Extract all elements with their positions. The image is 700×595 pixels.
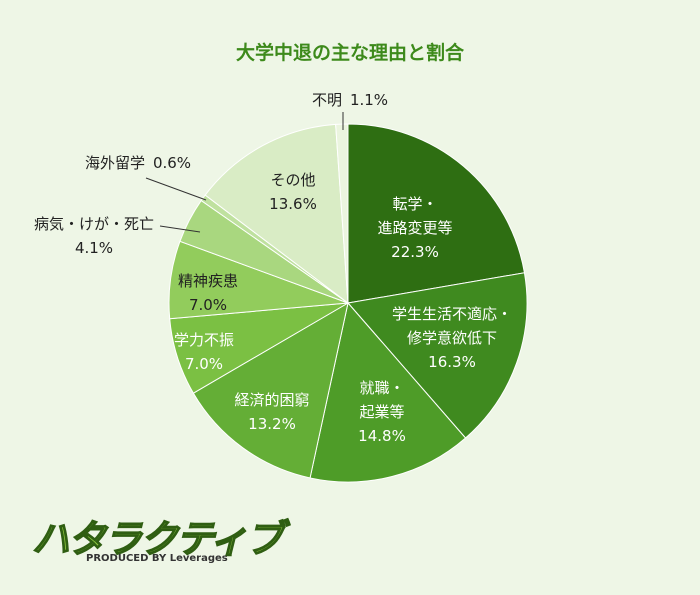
pie-slice	[204, 123, 349, 305]
slice-label: 精神疾患 7.0%	[178, 269, 238, 317]
value-label: 16.3%	[428, 353, 476, 371]
slice-label: 転学・ 進路変更等 22.3%	[377, 192, 452, 264]
value-label: 22.3%	[391, 243, 439, 261]
value-label: 14.8%	[358, 427, 406, 445]
slice-label: 経済的困窮 13.2%	[234, 388, 309, 436]
logo: ハタラクティブ	[31, 516, 284, 562]
pie-slice	[335, 123, 349, 304]
slice-label: 学力不振 7.0%	[174, 328, 234, 376]
slice-label: その他 13.6%	[269, 168, 317, 216]
category-label: 精神疾患	[177, 272, 239, 290]
value-label: 4.1%	[74, 239, 114, 257]
value-label: 13.2%	[248, 415, 296, 433]
chart-title: 大学中退の主な理由と割合	[235, 42, 464, 64]
category-label: その他	[270, 171, 316, 189]
category-label: 就職・ 起業等	[359, 379, 405, 421]
value-label: 7.0%	[188, 296, 228, 314]
slice-label: 就職・ 起業等 14.8%	[358, 376, 406, 448]
category-label: 転学・ 進路変更等	[377, 195, 453, 237]
category-label: 経済的困窮	[234, 391, 310, 409]
slice-label: 病気・けが・死亡 4.1%	[34, 212, 154, 260]
category-label: 海外留学	[84, 154, 145, 172]
category-label: 学力不振	[173, 331, 235, 349]
category-label: 不明	[311, 91, 342, 109]
pie-slice	[347, 272, 528, 439]
value-label: 7.0%	[184, 355, 224, 373]
slice-label: 学生生活不適応・ 修学意欲低下 16.3%	[392, 302, 512, 374]
leader-line	[145, 177, 207, 201]
pie-slice	[347, 123, 526, 304]
pie-slice	[192, 301, 349, 479]
value-label: 1.1%	[349, 91, 389, 109]
logo-caption: PRODUCED BY Leverages	[86, 553, 228, 564]
category-label: 病気・けが・死亡	[33, 215, 155, 233]
pie-slice	[309, 301, 467, 483]
leader-line	[159, 225, 201, 233]
slice-label: 不明 1.1%	[312, 88, 388, 112]
category-label: 学生生活不適応・ 修学意欲低下	[391, 305, 513, 347]
value-label: 0.6%	[152, 154, 192, 172]
value-label: 13.6%	[269, 195, 317, 213]
slice-label: 海外留学 0.6%	[85, 151, 191, 175]
